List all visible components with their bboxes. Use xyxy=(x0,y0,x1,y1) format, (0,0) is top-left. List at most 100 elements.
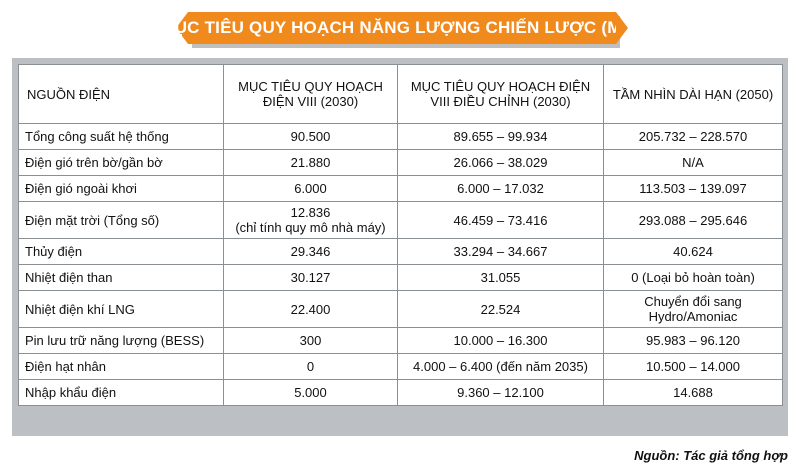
header-text: TẦM NHÌN DÀI HẠN (2050) xyxy=(612,86,774,102)
header-text: VIII ĐIỀU CHỈNH (2030) xyxy=(430,94,571,109)
table-row: Nhập khẩu điện 5.000 9.360 – 12.100 14.688 xyxy=(18,379,783,406)
table-cell-vision-2050-column: N/A xyxy=(603,149,783,176)
cell-text: 46.459 – 73.416 xyxy=(453,212,548,228)
table-row: Nhiệt điện khí LNG 22.400 22.524 Chuyển đổi… xyxy=(18,290,783,328)
table-cell-pdp8-2030-column: 6.000 xyxy=(223,175,398,202)
header-row: NGUỒN ĐIỆN MỤC TIÊU QUY HOẠCH ĐIỆN VIII (2… xyxy=(18,64,783,124)
header-cell-pdp8-2030-column: MỤC TIÊU QUY HOẠCH ĐIỆN VIII (2030) xyxy=(223,64,398,124)
cell-text: 4.000 – 6.400 (đến năm 2035) xyxy=(413,359,588,374)
cell-text: 0 (Loại bỏ hoàn toàn) xyxy=(631,270,755,285)
cell-text: 29.346 xyxy=(290,244,331,259)
cell-text: 5.000 xyxy=(294,385,327,400)
header-cell-vision-2050-column: TẦM NHÌN DÀI HẠN (2050) xyxy=(603,64,783,124)
table-row: Pin lưu trữ năng lượng (BESS) 300 10.000 –… xyxy=(18,327,783,354)
table-cell-vision-2050-column: 293.088 – 295.646 xyxy=(603,201,783,239)
table-header: NGUỒN ĐIỆN MỤC TIÊU QUY HOẠCH ĐIỆN VIII (2… xyxy=(18,64,783,124)
header-text: MỤC TIÊU QUY HOẠCH xyxy=(238,79,383,94)
cell-text: Chuyển đổi sang xyxy=(644,294,742,309)
cell-text: 22.400 xyxy=(290,301,331,317)
table-cell-pdp8-2030-column: 29.346 xyxy=(223,238,398,265)
cell-text: 12.836 xyxy=(290,205,331,220)
cell-text: 10.500 – 14.000 xyxy=(646,359,740,374)
table-cell-vision-2050-column: Chuyển đổi sang Hydro/Amoniac xyxy=(603,290,783,328)
table-row: Nhiệt điện than 30.127 31.055 0 (Loại bỏ ho… xyxy=(18,264,783,291)
table-cell-pdp8-2030-column: 21.880 xyxy=(223,149,398,176)
table-cell-pdp8-2030-column: 300 xyxy=(223,327,398,354)
cell-text: Điện gió trên bờ/gần bờ xyxy=(25,155,163,170)
table-cell-pdp8-2030-column: 90.500 xyxy=(223,123,398,150)
banner-left-notch xyxy=(176,12,188,44)
header-text: MỤC TIÊU QUY HOẠCH ĐIỆN xyxy=(410,79,591,94)
cell-text: 9.360 – 12.100 xyxy=(457,385,544,400)
cell-text: 6.000 – 17.032 xyxy=(457,181,544,196)
cell-text: 21.880 xyxy=(290,155,331,170)
table-cell-pdp8-2030-column: 12.836 (chỉ tính quy mô nhà máy) xyxy=(223,201,398,239)
banner-box: MỤC TIÊU QUY HOẠCH NĂNG LƯỢNG CHIẾN LƯỢC… xyxy=(160,12,643,44)
table-row: Thủy điện 29.346 33.294 – 34.667 40.624 xyxy=(18,238,783,265)
table-cell-source-column: Điện hạt nhân xyxy=(18,353,224,380)
title-banner: MỤC TIÊU QUY HOẠCH NĂNG LƯỢNG CHIẾN LƯỢC… xyxy=(0,0,800,50)
table-frame: NGUỒN ĐIỆN MỤC TIÊU QUY HOẠCH ĐIỆN VIII (2… xyxy=(12,58,788,436)
table-cell-pdp8-revised-2030-column: 9.360 – 12.100 xyxy=(397,379,604,406)
table-cell-pdp8-revised-2030-column: 33.294 – 34.667 xyxy=(397,238,604,265)
cell-text: Nhiệt điện khí LNG xyxy=(25,301,135,317)
table-title: MỤC TIÊU QUY HOẠCH NĂNG LƯỢNG CHIẾN LƯỢC… xyxy=(160,18,644,37)
cell-text: 14.688 xyxy=(673,385,713,400)
table-cell-source-column: Nhiệt điện than xyxy=(18,264,224,291)
cell-text: Điện gió ngoài khơi xyxy=(25,181,137,196)
table-cell-source-column: Điện gió trên bờ/gần bờ xyxy=(18,149,224,176)
cell-text: Hydro/Amoniac xyxy=(648,309,738,324)
table-cell-source-column: Điện gió ngoài khơi xyxy=(18,175,224,202)
cell-text: (chỉ tính quy mô nhà máy) xyxy=(235,220,386,235)
header-cell-source-column: NGUỒN ĐIỆN xyxy=(18,64,224,124)
table-row: Điện gió trên bờ/gần bờ 21.880 26.066 – 38… xyxy=(18,149,783,176)
table-cell-pdp8-revised-2030-column: 6.000 – 17.032 xyxy=(397,175,604,202)
table-row: Tổng công suất hệ thống 90.500 89.655 – 99… xyxy=(18,123,783,150)
table-cell-pdp8-2030-column: 22.400 xyxy=(223,290,398,328)
cell-text: 10.000 – 16.300 xyxy=(453,333,548,348)
table-cell-source-column: Tổng công suất hệ thống xyxy=(18,123,224,150)
cell-text: 40.624 xyxy=(673,244,713,259)
cell-text: 205.732 – 228.570 xyxy=(638,129,748,144)
table-cell-source-column: Nhập khẩu điện xyxy=(18,379,224,406)
table-row: Điện mặt trời (Tổng số) 12.836 (chỉ tính q… xyxy=(18,201,783,239)
table-body: Tổng công suất hệ thống 90.500 89.655 – 99… xyxy=(18,123,783,406)
table-cell-vision-2050-column: 205.732 – 228.570 xyxy=(603,123,783,150)
cell-text: 113.503 – 139.097 xyxy=(639,181,747,196)
cell-text: Tổng công suất hệ thống xyxy=(25,129,169,144)
cell-text: N/A xyxy=(682,155,704,170)
cell-text: 300 xyxy=(299,333,322,348)
table-cell-vision-2050-column: 10.500 – 14.000 xyxy=(603,353,783,380)
table-cell-pdp8-revised-2030-column: 46.459 – 73.416 xyxy=(397,201,604,239)
table-cell-pdp8-2030-column: 5.000 xyxy=(223,379,398,406)
cell-text: 0 xyxy=(306,359,315,374)
cell-text: 31.055 xyxy=(480,270,521,285)
cell-text: 26.066 – 38.029 xyxy=(453,155,548,170)
table-cell-pdp8-2030-column: 0 xyxy=(223,353,398,380)
table-cell-source-column: Thủy điện xyxy=(18,238,224,265)
cell-text: Điện hạt nhân xyxy=(25,359,106,374)
table-cell-vision-2050-column: 95.983 – 96.120 xyxy=(603,327,783,354)
table-cell-source-column: Nhiệt điện khí LNG xyxy=(18,290,224,328)
cell-text: Pin lưu trữ năng lượng (BESS) xyxy=(25,333,205,348)
table-cell-pdp8-revised-2030-column: 31.055 xyxy=(397,264,604,291)
table-cell-vision-2050-column: 40.624 xyxy=(603,238,783,265)
table-cell-pdp8-revised-2030-column: 22.524 xyxy=(397,290,604,328)
cell-text: 6.000 xyxy=(294,181,327,196)
table-cell-source-column: Pin lưu trữ năng lượng (BESS) xyxy=(18,327,224,354)
cell-text: 33.294 – 34.667 xyxy=(453,244,548,259)
header-text: ĐIỆN VIII (2030) xyxy=(262,94,359,109)
table-cell-pdp8-revised-2030-column: 89.655 – 99.934 xyxy=(397,123,604,150)
energy-planning-table: NGUỒN ĐIỆN MỤC TIÊU QUY HOẠCH ĐIỆN VIII (2… xyxy=(18,64,783,406)
table-cell-pdp8-revised-2030-column: 4.000 – 6.400 (đến năm 2035) xyxy=(397,353,604,380)
cell-text: Điện mặt trời (Tổng số) xyxy=(25,212,160,228)
source-note: Nguồn: Tác giả tổng hợp xyxy=(634,448,788,463)
cell-text: 22.524 xyxy=(480,301,521,317)
table-cell-vision-2050-column: 14.688 xyxy=(603,379,783,406)
cell-text: Nhiệt điện than xyxy=(25,270,113,285)
table-row: Điện gió ngoài khơi 6.000 6.000 – 17.032 11… xyxy=(18,175,783,202)
table-cell-pdp8-revised-2030-column: 10.000 – 16.300 xyxy=(397,327,604,354)
cell-text: 95.983 – 96.120 xyxy=(646,333,740,348)
cell-text: 293.088 – 295.646 xyxy=(638,212,748,228)
table-cell-vision-2050-column: 113.503 – 139.097 xyxy=(603,175,783,202)
